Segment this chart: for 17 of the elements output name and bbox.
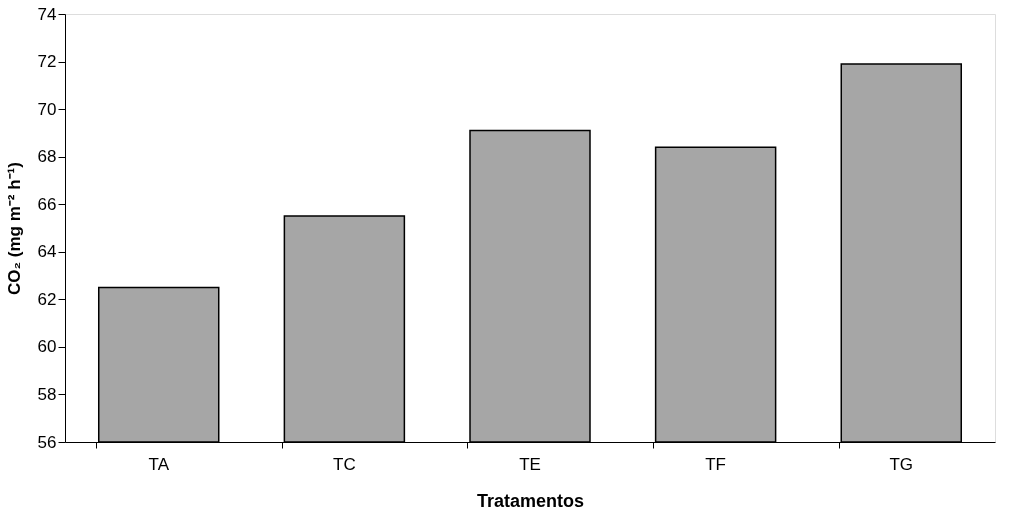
x-tick-label: TC — [333, 454, 356, 474]
y-tick-label: 60 — [37, 337, 57, 357]
y-tick-label: 72 — [37, 52, 57, 72]
x-axis-title: Tratamentos — [476, 490, 585, 511]
y-tick-label: 64 — [37, 242, 57, 262]
y-tick-label: 58 — [37, 384, 57, 404]
y-tick-label: 74 — [37, 4, 57, 24]
x-tick-label: TG — [889, 454, 914, 474]
x-tick-label: TE — [519, 454, 541, 474]
y-tick-label: 68 — [37, 147, 57, 167]
x-tick-label: TA — [148, 454, 170, 474]
y-axis-title: CO₂ (mg m⁻² h⁻¹) — [4, 162, 24, 295]
x-tick-label: TF — [705, 454, 727, 474]
y-tick-label: 70 — [37, 99, 57, 119]
y-tick-label: 62 — [37, 289, 57, 309]
y-tick-label: 56 — [37, 432, 57, 452]
y-tick-label: 66 — [37, 194, 57, 214]
